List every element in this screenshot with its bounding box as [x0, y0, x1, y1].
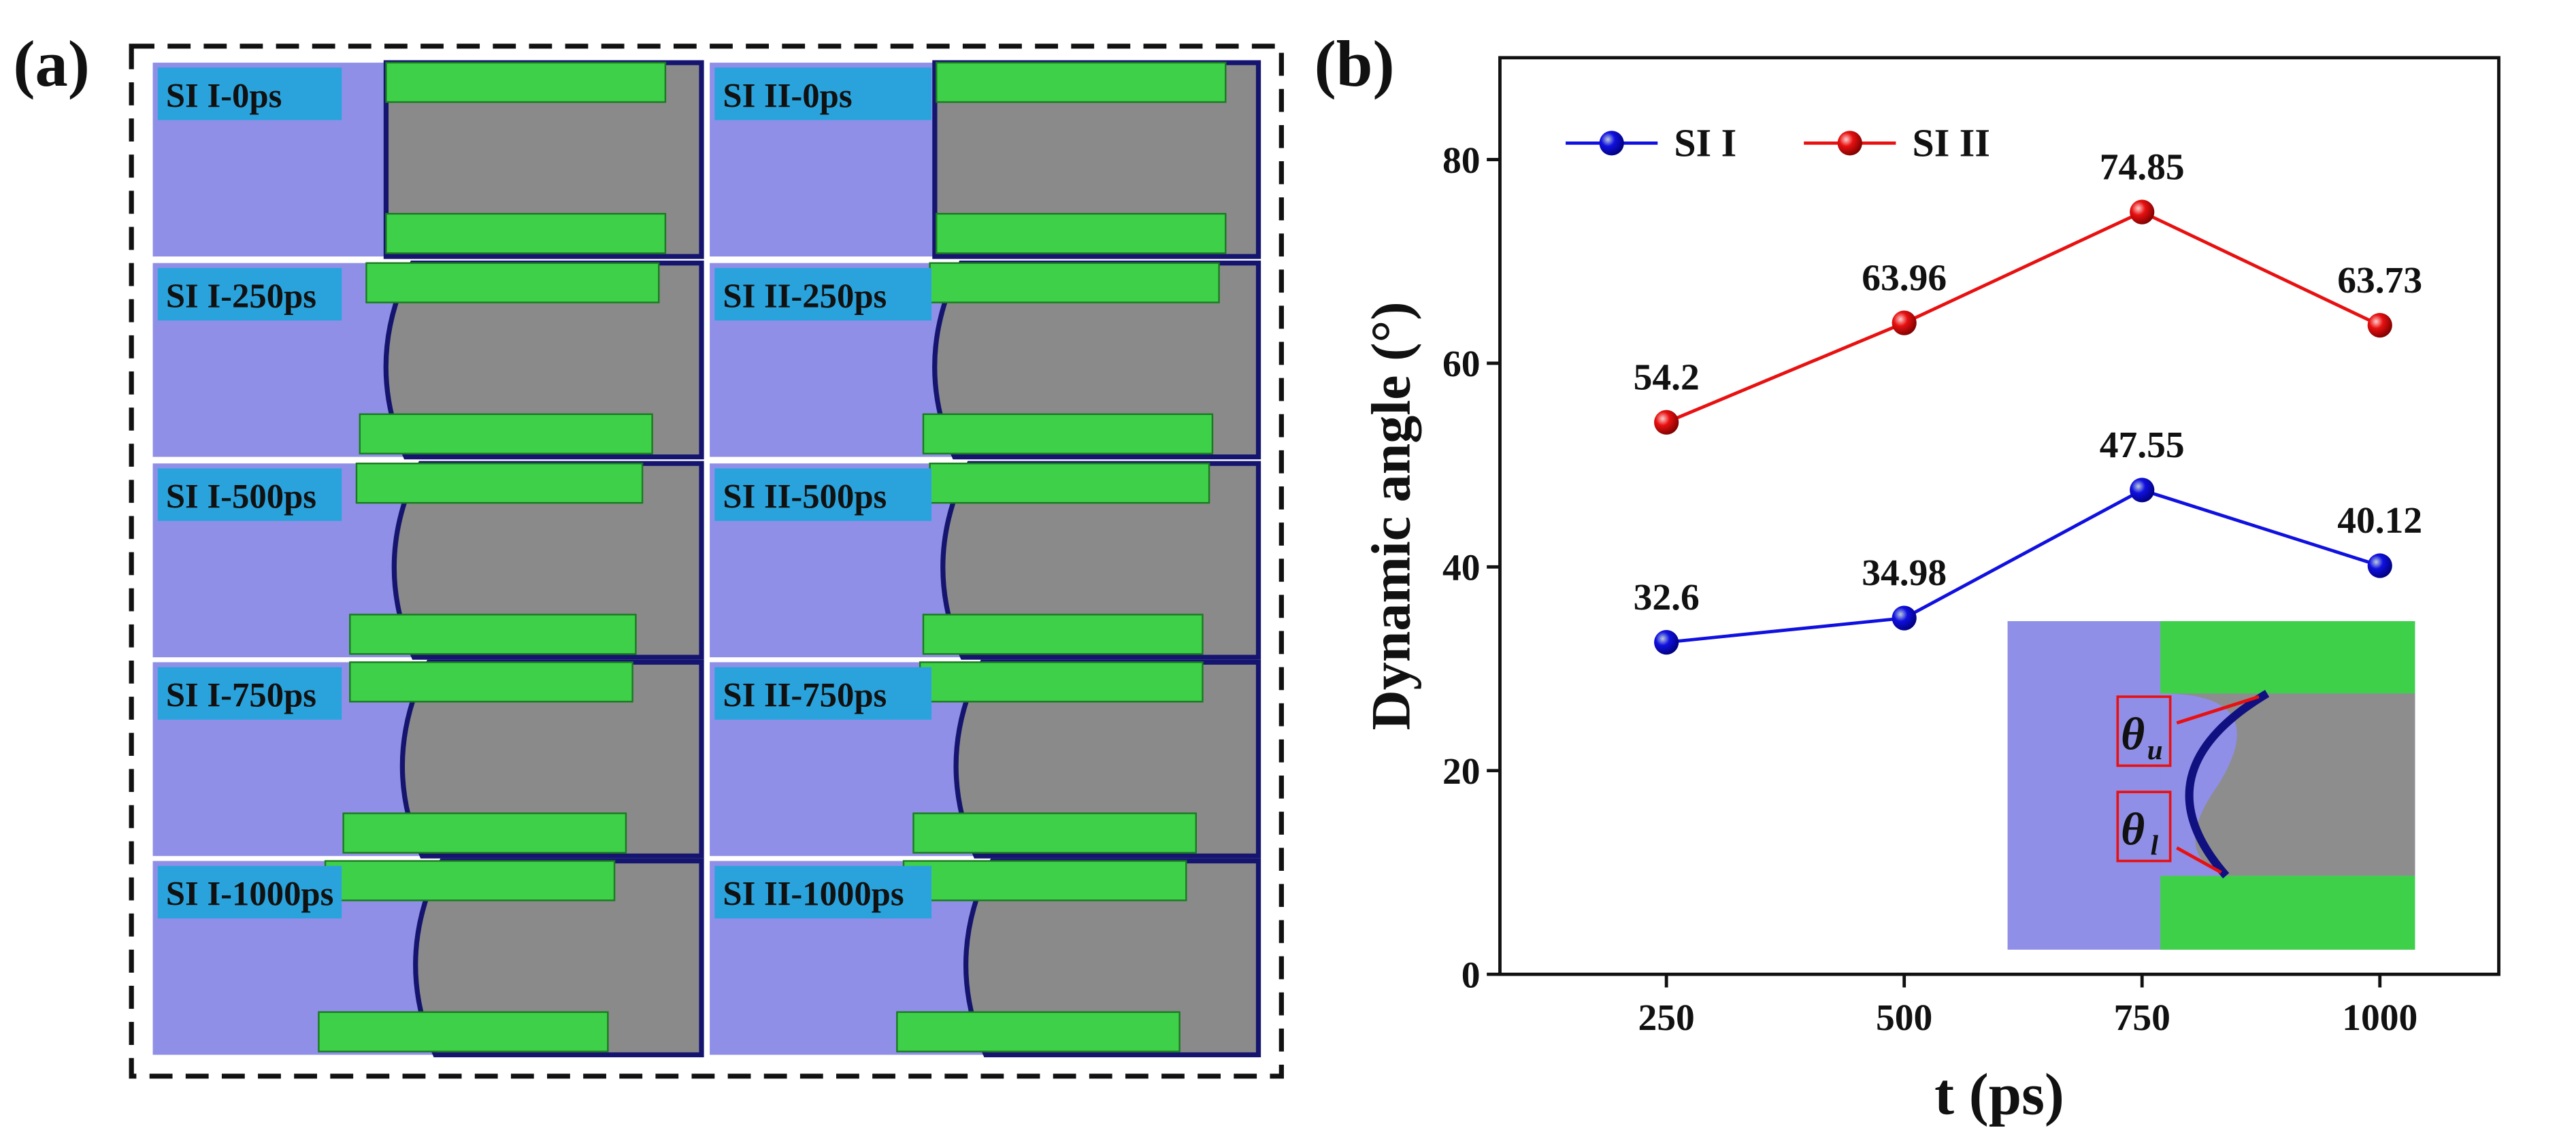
- point: [2130, 478, 2155, 503]
- snapshot-label: SI II-0ps: [723, 76, 852, 114]
- x-tick-label: 1000: [2342, 997, 2417, 1039]
- label-box: [714, 667, 932, 720]
- label-box: [157, 667, 342, 720]
- value-label: 32.6: [1634, 577, 1700, 618]
- inset-wall: [2160, 876, 2415, 950]
- wall-top: [902, 860, 1187, 901]
- y-tick-label: 20: [1442, 751, 1481, 793]
- inset: θ u θ l: [2007, 621, 2415, 950]
- wall-bottom: [912, 812, 1197, 854]
- wall-top: [385, 61, 667, 103]
- wall-bottom: [922, 614, 1204, 655]
- y-tick-label: 60: [1442, 344, 1481, 385]
- point: [1654, 630, 1679, 655]
- x-tick-label: 750: [2114, 997, 2170, 1039]
- value-label: 40.12: [2337, 500, 2422, 542]
- legend-label: SI II: [1913, 121, 1990, 165]
- wall-top: [929, 463, 1210, 504]
- point: [1892, 310, 1917, 335]
- wall-bottom: [385, 213, 667, 254]
- wall-top: [936, 61, 1227, 103]
- wall-top: [919, 661, 1204, 703]
- inset-box: [2116, 791, 2172, 863]
- y-tick-label: 0: [1462, 954, 1481, 996]
- snapshot-label: SI II-750ps: [723, 676, 887, 714]
- plot-frame: [1498, 56, 2500, 976]
- legend-marker: [1837, 131, 1862, 156]
- snapshot-label: SI I-1000ps: [166, 875, 333, 913]
- y-tick-label: 80: [1442, 140, 1481, 182]
- wall-top: [365, 262, 660, 303]
- x-axis-label: t (ps): [1934, 1061, 2064, 1127]
- label-box: [157, 865, 342, 919]
- label-box: [714, 865, 932, 919]
- wall-bottom: [896, 1011, 1180, 1052]
- x-tick-label: 500: [1876, 997, 1932, 1039]
- label-box: [157, 468, 342, 521]
- inset-box: [2116, 695, 2172, 767]
- wall-bottom: [349, 614, 637, 655]
- value-label: 74.85: [2100, 146, 2185, 188]
- series-line: [1666, 210, 2381, 424]
- inset-symbol: θ: [2121, 803, 2145, 854]
- value-label: 63.96: [1862, 257, 1947, 299]
- wall-top: [324, 860, 616, 901]
- inset-symbol: θ: [2121, 708, 2145, 759]
- series-line: [1666, 488, 2381, 644]
- value-label: 54.2: [1634, 356, 1700, 398]
- frame: [129, 44, 1284, 1079]
- wall-top: [355, 463, 644, 504]
- value-label: 47.55: [2100, 425, 2185, 466]
- snapshots: SI I-0ps SI II-0ps SI I-250ps SI II-250ps SI…: [152, 60, 1261, 1058]
- wall-bottom: [936, 213, 1227, 254]
- wall-bottom: [922, 413, 1214, 454]
- inset-wall: [2160, 621, 2415, 694]
- point: [2367, 553, 2392, 578]
- wall-bottom: [318, 1011, 609, 1052]
- inset-meniscus: [2160, 693, 2237, 876]
- inset-subscript: u: [2147, 734, 2163, 765]
- panel-label: (a): [13, 27, 90, 100]
- legend-label: SI I: [1674, 121, 1736, 165]
- snapshot-label: SI II-1000ps: [723, 875, 904, 913]
- value-label: 63.73: [2337, 260, 2422, 301]
- label-box: [714, 67, 932, 120]
- point: [1892, 605, 1917, 631]
- panel-label: (b): [1315, 27, 1395, 100]
- point: [1654, 410, 1679, 435]
- legend-marker: [1599, 131, 1624, 156]
- snapshot-label: SI II-500ps: [723, 477, 887, 515]
- value-label: 34.98: [1862, 552, 1947, 594]
- inset-tangent: [2176, 695, 2260, 874]
- label-box: [714, 267, 932, 321]
- x-tick-label: 250: [1638, 997, 1695, 1039]
- snapshot-label: SI I-250ps: [166, 277, 316, 315]
- snapshot-label: SI II-250ps: [723, 277, 887, 315]
- wall-top: [929, 262, 1220, 303]
- point: [2367, 312, 2392, 338]
- snapshot-label: SI I-750ps: [166, 676, 316, 714]
- wall-bottom: [359, 413, 653, 454]
- snapshot-label: SI I-500ps: [166, 477, 316, 515]
- y-tick-label: 40: [1442, 548, 1481, 589]
- y-axis-label: Dynamic angle (°): [1360, 301, 1422, 730]
- label-box: [157, 67, 342, 120]
- wall-bottom: [342, 812, 627, 854]
- label-box: [714, 468, 932, 521]
- wall-top: [349, 661, 633, 703]
- inset-interface: [2185, 690, 2270, 879]
- point: [2130, 199, 2155, 225]
- inset-subscript: l: [2151, 829, 2159, 861]
- snapshot-label: SI I-0ps: [166, 76, 282, 114]
- label-box: [157, 267, 342, 321]
